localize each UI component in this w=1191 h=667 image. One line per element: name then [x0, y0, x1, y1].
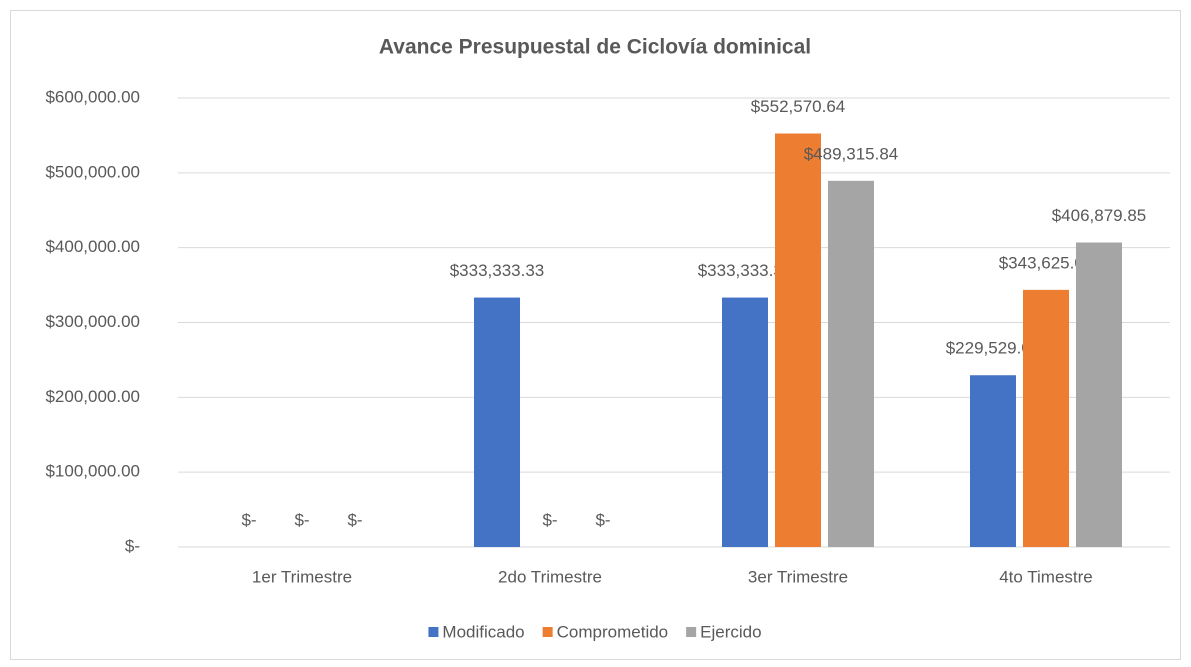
y-tick-label: $500,000.00 — [45, 162, 140, 181]
data-label: $- — [241, 510, 256, 529]
x-tick-label: 4to Timestre — [999, 567, 1093, 586]
data-label: $552,570.64 — [751, 97, 846, 116]
y-tick-label: $- — [125, 536, 140, 555]
bar — [1023, 289, 1069, 547]
data-label: $- — [294, 510, 309, 529]
legend-swatch — [428, 627, 439, 637]
y-tick-label: $300,000.00 — [45, 312, 140, 331]
x-tick-label: 2do Trimestre — [498, 567, 602, 586]
bar — [775, 133, 821, 547]
legend-label: Ejercido — [700, 622, 761, 641]
y-tick-label: $400,000.00 — [45, 237, 140, 256]
bar — [970, 375, 1016, 547]
legend-swatch — [686, 627, 697, 637]
data-label: $229,529.02 — [946, 339, 1041, 358]
data-label: $343,625.05 — [999, 253, 1094, 272]
legend-label: Comprometido — [557, 622, 669, 641]
data-label: $333,333.33 — [698, 261, 793, 280]
legend-swatch — [542, 627, 553, 637]
data-label: $406,879.85 — [1052, 206, 1147, 225]
chart-title: Avance Presupuestal de Ciclovía dominica… — [379, 36, 811, 59]
x-tick-label: 3er Trimestre — [748, 567, 848, 586]
y-tick-label: $100,000.00 — [45, 462, 140, 481]
data-label: $- — [347, 510, 362, 529]
x-tick-label: 1er Trimestre — [252, 567, 352, 586]
data-label: $333,333.33 — [450, 261, 545, 280]
data-label: $- — [542, 510, 557, 529]
bar — [474, 297, 520, 547]
data-label: $- — [595, 510, 610, 529]
legend-label: Modificado — [442, 622, 524, 641]
y-tick-label: $600,000.00 — [45, 87, 140, 106]
bar — [1076, 242, 1122, 547]
data-label: $489,315.84 — [804, 144, 899, 163]
chart-border — [10, 10, 1181, 660]
bar — [828, 180, 874, 547]
y-tick-label: $200,000.00 — [45, 387, 140, 406]
bar — [722, 297, 768, 547]
